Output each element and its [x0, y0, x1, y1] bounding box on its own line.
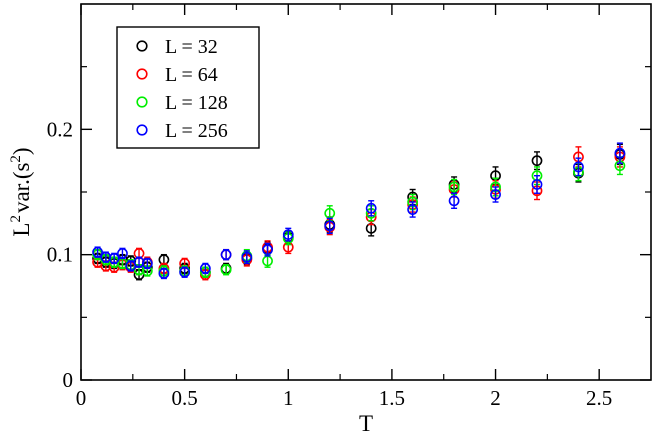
- x-tick-label: 2.5: [586, 386, 612, 410]
- data-point: [531, 179, 543, 190]
- data-point: [573, 161, 584, 173]
- data-point: [490, 189, 501, 200]
- legend-label-l64: L = 64: [165, 64, 218, 86]
- data-point: [117, 248, 128, 259]
- x-tick-label: 0.5: [172, 386, 198, 410]
- data-point: [108, 253, 120, 264]
- y-axis-title-sup2: 2: [8, 155, 24, 163]
- data-point: [365, 202, 377, 214]
- legend-label-l32: L = 32: [165, 36, 218, 58]
- x-tick-label: 2: [490, 386, 501, 410]
- series-layer: [92, 142, 626, 281]
- ticks-layer: 0 0.5 1 1.5 2 2.5 0 0.1 0.2: [47, 4, 651, 410]
- series-l-64: [92, 146, 626, 281]
- y-axis-title-mid: var.(s: [9, 163, 34, 214]
- data-point: [241, 251, 253, 263]
- data-point: [158, 268, 170, 279]
- x-tick-label: 1.5: [379, 386, 405, 410]
- legend: L = 32 L = 64 L = 128 L = 256: [116, 26, 260, 149]
- data-point: [220, 249, 232, 261]
- legend-marker-l128: [136, 96, 148, 108]
- data-point: [531, 155, 543, 167]
- y-tick-label: 0.2: [47, 117, 73, 141]
- series-l-128: [92, 156, 626, 278]
- data-point: [220, 264, 232, 276]
- data-point: [262, 244, 273, 256]
- y-axis-title-base: L: [9, 223, 34, 237]
- data-point: [407, 204, 419, 215]
- y-tick-label: 0.1: [47, 243, 73, 267]
- x-tick-label: 1: [283, 386, 294, 410]
- y-axis-title: L2var.(s2): [8, 147, 34, 236]
- y-axis-title-sup1: 2: [8, 215, 24, 223]
- data-point: [179, 266, 191, 278]
- legend-label-l256: L = 256: [165, 120, 228, 142]
- data-point: [282, 229, 294, 241]
- y-axis-title-end: ): [9, 147, 34, 155]
- x-tick-label: 0: [76, 386, 87, 410]
- data-point: [141, 258, 153, 269]
- data-point: [324, 220, 336, 232]
- legend-marker-l256: [136, 124, 148, 136]
- data-point: [448, 181, 460, 193]
- x-axis-title: T: [359, 411, 373, 436]
- legend-label-l128: L = 128: [165, 92, 228, 114]
- legend-marker-l64: [136, 68, 148, 80]
- series-l-256: [92, 142, 626, 280]
- legend-marker-l32: [136, 40, 148, 52]
- data-point: [199, 263, 211, 274]
- series-l-32: [92, 143, 626, 281]
- data-point: [92, 246, 103, 258]
- legend-box: [116, 26, 260, 149]
- y-tick-label: 0: [63, 368, 74, 392]
- data-point: [448, 195, 460, 207]
- data-point: [614, 147, 626, 159]
